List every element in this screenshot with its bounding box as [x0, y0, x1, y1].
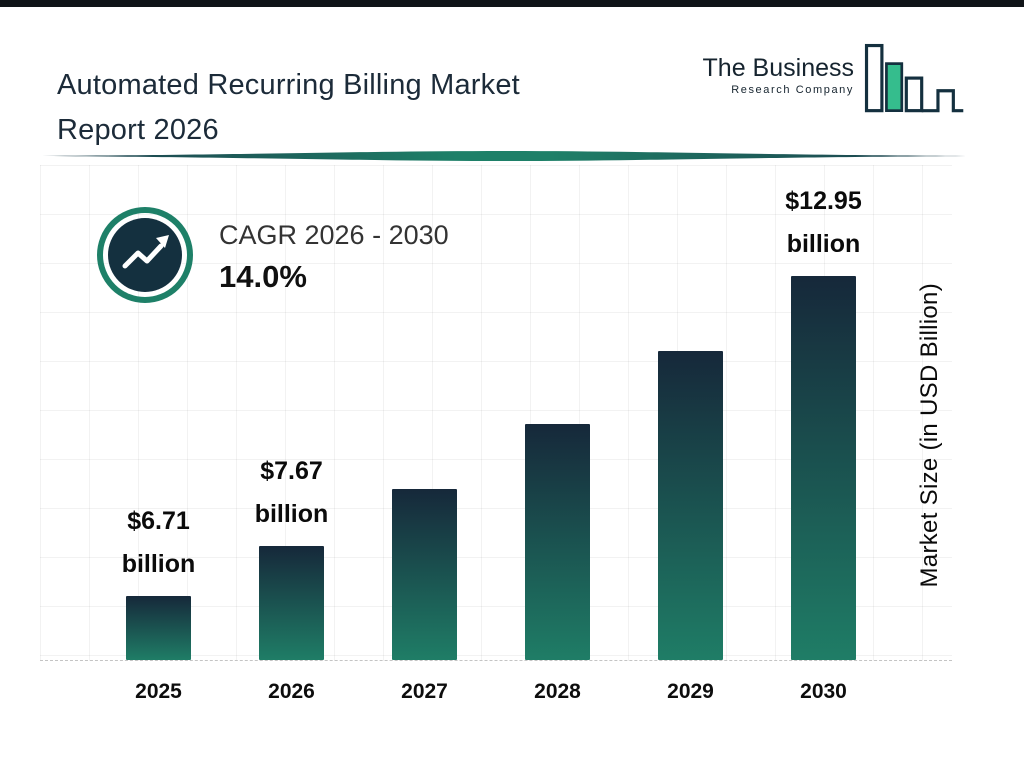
bar-2027 [392, 489, 457, 660]
x-axis-label-2027: 2027 [401, 680, 448, 703]
bar-value-label-2026: $7.67 billion [254, 456, 329, 528]
bar-value-label-2025: $6.71 billion [121, 507, 196, 579]
bar-cell-2025: $6.71 billion [92, 180, 225, 660]
bar-2029 [658, 350, 723, 660]
cagr-value: 14.0% [219, 259, 307, 294]
bar-cell-2026: $7.67 billion [225, 180, 358, 660]
logo-subname: Research Company [731, 84, 854, 96]
bar-cell-2027 [358, 180, 491, 660]
bar-cell-2029 [624, 180, 757, 660]
logo-bar-chart-icon [862, 40, 966, 123]
trend-up-icon [95, 205, 195, 310]
page-title: Automated Recurring Billing Market Report… [57, 63, 697, 153]
page-title-line1: Automated Recurring Billing Market [57, 69, 520, 102]
top-border-strip [0, 0, 1024, 7]
logo-name: The Business [702, 54, 854, 82]
page-title-line2: Report 2026 [57, 114, 219, 147]
company-logo: The Business Research Company [703, 40, 966, 123]
cagr-texts: CAGR 2026 - 2030 14.0% [219, 220, 449, 295]
y-axis-label: Market Size (in USD Billion) [916, 283, 943, 588]
bar-2026 [259, 545, 324, 660]
bar-2030 [791, 276, 856, 660]
cagr-label: CAGR 2026 - 2030 [219, 220, 449, 250]
x-axis-label-2029: 2029 [667, 680, 714, 703]
bar-2025 [126, 596, 191, 660]
company-logo-text: The Business Research Company [703, 54, 854, 96]
x-axis-label-2026: 2026 [268, 680, 315, 703]
bar-cell-2028 [491, 180, 624, 660]
bar-value-label-2030: $12.95 billion [785, 187, 862, 258]
bar-chart: $6.71 billion $7.67 billion $12.95 billion [92, 180, 890, 660]
x-axis-label-2028: 2028 [534, 680, 581, 703]
x-axis-label-2025: 2025 [135, 680, 182, 703]
x-axis-label-2030: 2030 [800, 680, 847, 703]
bar-2028 [525, 424, 590, 660]
x-axis-labels: 2025 2026 2027 2028 2029 2030 [92, 680, 890, 704]
bar-cell-2030: $12.95 billion [757, 180, 890, 660]
cagr-callout: CAGR 2026 - 2030 14.0% [95, 205, 449, 310]
